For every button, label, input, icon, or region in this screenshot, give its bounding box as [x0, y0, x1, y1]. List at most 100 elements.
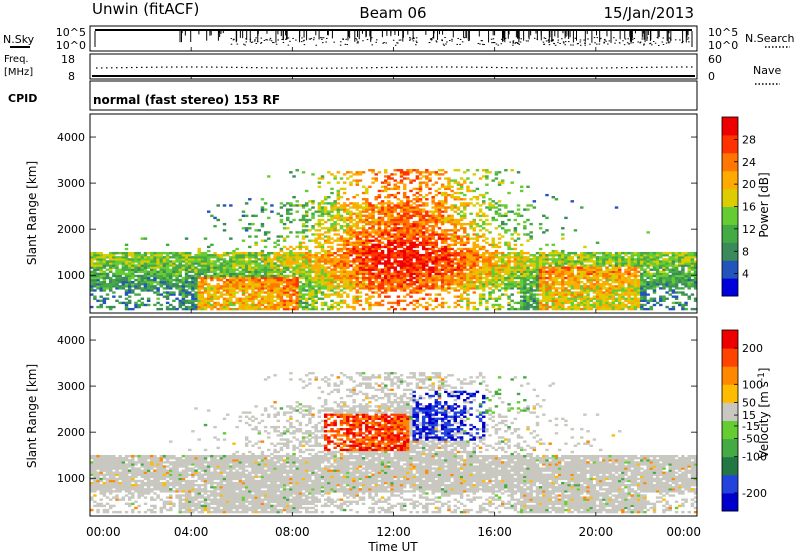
power-cell — [513, 251, 518, 255]
power-cell — [213, 262, 217, 265]
power-cell — [295, 295, 299, 298]
power-cell — [194, 256, 198, 259]
power-cell — [308, 218, 312, 222]
power-cell — [365, 270, 369, 273]
power-cell — [115, 251, 119, 255]
power-cell — [172, 272, 176, 276]
nsearch-point — [525, 40, 528, 42]
power-cell — [184, 274, 189, 278]
power-cell — [409, 239, 413, 242]
power-cell — [466, 189, 470, 193]
power-cell — [355, 239, 360, 242]
power-cell — [276, 256, 280, 259]
nsearch-point — [411, 38, 414, 40]
power-cell — [384, 206, 388, 209]
power-cell — [377, 247, 382, 251]
power-cell — [346, 243, 350, 247]
power-cell — [469, 258, 473, 261]
power-cell — [311, 307, 315, 311]
power-cell — [500, 179, 505, 182]
power-cell — [437, 276, 442, 280]
power-cell — [510, 181, 514, 184]
power-cell — [482, 256, 486, 259]
power-cell — [456, 280, 461, 284]
power-cell — [153, 258, 157, 261]
power-cell — [279, 287, 284, 290]
power-cell — [463, 268, 467, 271]
power-cell — [390, 247, 394, 251]
power-cell — [301, 268, 306, 271]
power-cell — [475, 264, 480, 267]
power-cell — [444, 216, 448, 220]
power-cell — [463, 202, 467, 205]
power-cell — [342, 202, 347, 205]
nave-point — [126, 66, 128, 69]
power-cell — [124, 301, 129, 305]
power-cell — [292, 268, 296, 271]
power-cell — [301, 214, 306, 218]
power-cell — [159, 251, 164, 255]
power-cell — [311, 266, 315, 269]
power-cell — [504, 289, 508, 292]
power-cell — [102, 280, 107, 284]
power-cell — [497, 212, 502, 215]
power-cell — [440, 220, 445, 224]
power-cell — [380, 299, 385, 303]
power-cell — [466, 264, 470, 267]
nave-point — [146, 66, 148, 68]
power-cell — [510, 307, 514, 311]
power-cell — [396, 218, 401, 222]
power-cell — [298, 247, 303, 251]
power-cell — [526, 299, 530, 303]
power-cell — [450, 276, 454, 280]
power-cell — [475, 233, 480, 236]
power-cell — [323, 202, 328, 205]
power-cell — [358, 179, 363, 182]
power-cell — [352, 301, 356, 305]
power-cell — [440, 193, 445, 197]
power-cell — [292, 251, 296, 255]
power-cell — [456, 299, 461, 303]
power-cell — [184, 237, 189, 240]
power-cell — [510, 270, 514, 273]
nsky-tick-top: 10^5 — [56, 26, 86, 39]
power-cell — [216, 256, 220, 259]
power-cell — [507, 295, 511, 298]
nsearch-point — [468, 40, 470, 42]
power-cell — [475, 169, 480, 172]
power-cell — [254, 264, 258, 267]
power-cell — [229, 295, 233, 298]
power-cell — [225, 287, 230, 290]
power-cell — [415, 260, 420, 263]
power-cell — [222, 266, 227, 269]
power-cell — [466, 177, 470, 180]
power-cell — [216, 285, 220, 288]
power-cell — [529, 305, 533, 309]
power-cell — [371, 239, 375, 242]
power-cell — [339, 196, 344, 199]
nave-point — [121, 67, 123, 69]
power-cell — [124, 289, 129, 292]
power-cell — [282, 266, 287, 269]
power-cell — [529, 285, 533, 288]
power-cell — [529, 295, 533, 298]
power-cell — [365, 189, 369, 193]
power-cell — [225, 297, 230, 300]
power-cell — [418, 258, 423, 261]
power-cell — [349, 264, 353, 267]
power-cell — [526, 264, 530, 267]
power-cell — [421, 233, 426, 236]
power-cell — [134, 258, 138, 261]
power-cell — [425, 262, 429, 265]
power-cell — [365, 202, 369, 205]
power-cell — [213, 297, 217, 300]
power-cell — [96, 268, 100, 271]
power-cell — [390, 202, 394, 205]
power-cell — [374, 210, 378, 213]
power-cell — [200, 299, 205, 303]
power-cell — [447, 305, 451, 309]
power-cell — [453, 305, 458, 309]
power-cell — [333, 227, 337, 230]
power-cell — [279, 264, 284, 267]
power-cell — [469, 272, 473, 276]
